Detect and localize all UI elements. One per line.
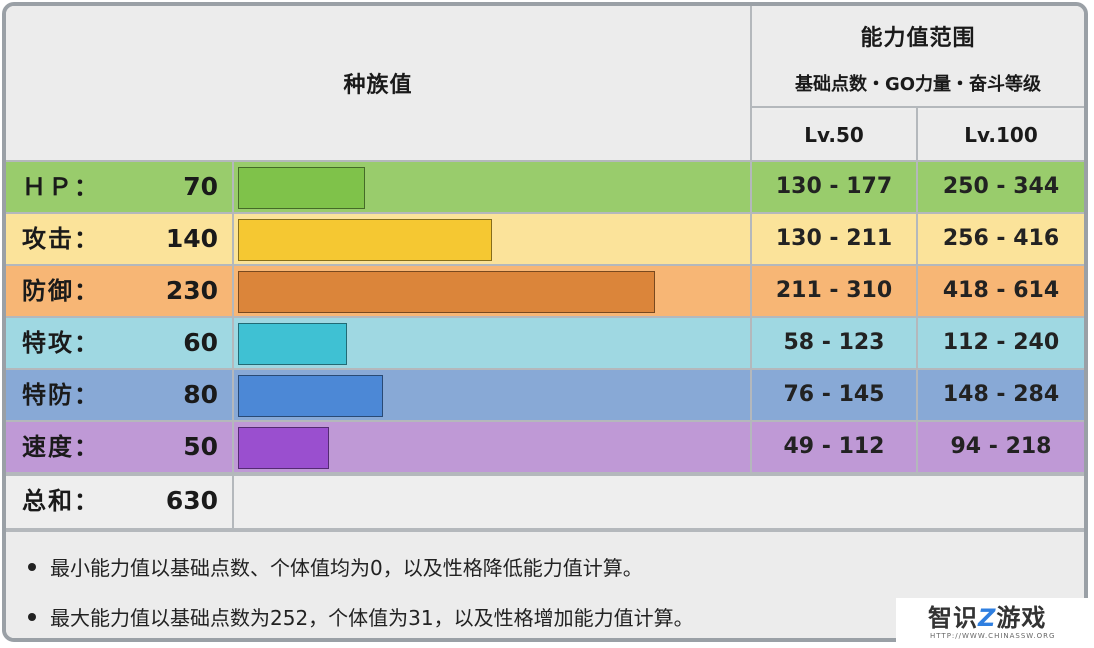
stat-bar bbox=[238, 375, 383, 417]
stat-row-speed: 速度： 50 49 - 112 94 - 218 bbox=[6, 422, 1084, 472]
watermark-prefix: 智识 bbox=[928, 604, 978, 632]
range-lv100: 418 - 614 bbox=[942, 278, 1060, 303]
range-lv100: 112 - 240 bbox=[942, 330, 1060, 355]
base-stats-label: 种族值 bbox=[343, 73, 413, 98]
stat-row-sp-attack: 特攻： 60 58 - 123 112 - 240 bbox=[6, 318, 1084, 368]
bullet-icon bbox=[28, 612, 36, 621]
range-lv50: 130 - 177 bbox=[775, 174, 893, 199]
base-stats-header: 种族值 bbox=[6, 6, 750, 160]
stat-value: 80 bbox=[183, 380, 218, 409]
range-lv100: 250 - 344 bbox=[942, 174, 1060, 199]
lv100-label: Lv.100 bbox=[964, 123, 1038, 147]
notes-section: 最小能力值以基础点数、个体值均为0，以及性格降低能力值计算。 最大能力值以基础点… bbox=[6, 532, 1084, 638]
stat-bar bbox=[238, 271, 655, 313]
stat-bar bbox=[238, 427, 329, 469]
stat-value: 60 bbox=[183, 328, 218, 357]
lv50-header: Lv.50 bbox=[752, 110, 916, 160]
note-min-text: 最小能力值以基础点数、个体值均为0，以及性格降低能力值计算。 bbox=[50, 556, 643, 580]
note-max: 最大能力值以基础点数为252，个体值为31，以及性格增加能力值计算。 bbox=[28, 602, 694, 631]
stat-name: 攻击： bbox=[22, 225, 100, 253]
stat-row-total: 总和： 630 bbox=[6, 476, 1084, 526]
stat-name: 特防： bbox=[22, 381, 100, 409]
stat-bar bbox=[238, 219, 492, 261]
total-name: 总和： bbox=[22, 487, 100, 515]
stat-bar bbox=[238, 323, 347, 365]
note-min: 最小能力值以基础点数、个体值均为0，以及性格降低能力值计算。 bbox=[28, 552, 643, 581]
range-title: 能力值范围 bbox=[860, 26, 976, 51]
total-value: 630 bbox=[165, 486, 218, 515]
watermark-url: HTTP://WWW.CHINASSW.ORG bbox=[930, 632, 1056, 640]
bullet-icon bbox=[28, 562, 36, 571]
stat-value: 70 bbox=[183, 172, 218, 201]
stat-value: 230 bbox=[165, 276, 218, 305]
lv100-header: Lv.100 bbox=[918, 110, 1084, 160]
note-max-text: 最大能力值以基础点数为252，个体值为31，以及性格增加能力值计算。 bbox=[50, 606, 694, 630]
stat-row-defense: 防御： 230 211 - 310 418 - 614 bbox=[6, 266, 1084, 316]
lv50-label: Lv.50 bbox=[804, 123, 864, 147]
stat-value: 50 bbox=[183, 432, 218, 461]
stat-bar bbox=[238, 167, 365, 209]
range-lv100: 94 - 218 bbox=[950, 434, 1052, 459]
stat-name: 防御： bbox=[22, 277, 100, 305]
range-lv100: 148 - 284 bbox=[942, 382, 1060, 407]
watermark-logo: 智识Z游戏 HTTP://WWW.CHINASSW.ORG bbox=[896, 598, 1094, 648]
range-lv50: 211 - 310 bbox=[775, 278, 893, 303]
range-lv50: 76 - 145 bbox=[783, 382, 885, 407]
stat-row-hp: ＨＰ： 70 130 - 177 250 - 344 bbox=[6, 162, 1084, 212]
range-lv50: 49 - 112 bbox=[783, 434, 885, 459]
stat-name: 特攻： bbox=[22, 329, 100, 357]
watermark-z-icon: Z bbox=[978, 604, 997, 632]
stat-value: 140 bbox=[165, 224, 218, 253]
range-lv50: 130 - 211 bbox=[775, 226, 893, 251]
stat-row-sp-defense: 特防： 80 76 - 145 148 - 284 bbox=[6, 370, 1084, 420]
range-header: 能力值范围 基础点数・GO力量・奋斗等级 bbox=[752, 6, 1084, 106]
stat-name: 速度： bbox=[22, 433, 100, 461]
watermark-suffix: 游戏 bbox=[996, 604, 1047, 632]
range-subtitle: 基础点数・GO力量・奋斗等级 bbox=[794, 74, 1042, 95]
range-lv100: 256 - 416 bbox=[942, 226, 1060, 251]
range-lv50: 58 - 123 bbox=[783, 330, 885, 355]
stat-name: ＨＰ： bbox=[22, 173, 100, 201]
stat-row-attack: 攻击： 140 130 - 211 256 - 416 bbox=[6, 214, 1084, 264]
